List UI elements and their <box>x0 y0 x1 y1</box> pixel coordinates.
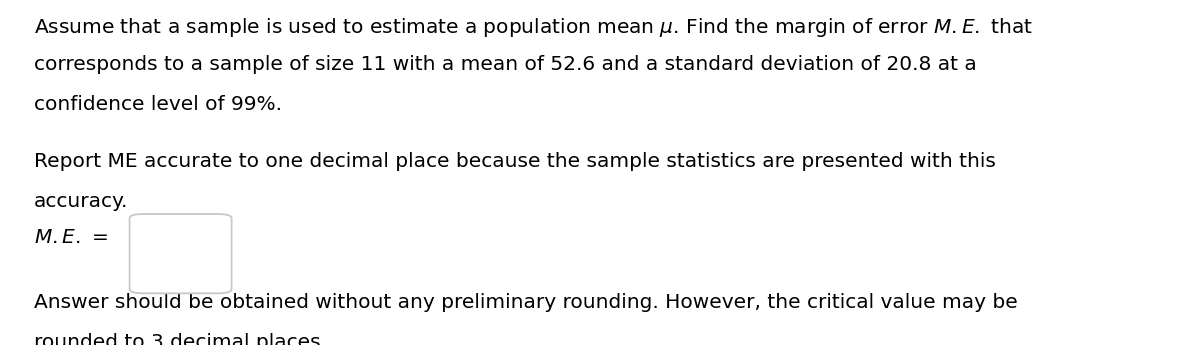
Text: accuracy.: accuracy. <box>34 192 128 211</box>
Text: Assume that a sample is used to estimate a population mean $\mu$. Find the margi: Assume that a sample is used to estimate… <box>34 16 1032 39</box>
Text: Report ME accurate to one decimal place because the sample statistics are presen: Report ME accurate to one decimal place … <box>34 152 996 171</box>
Text: Answer should be obtained without any preliminary rounding. However, the critica: Answer should be obtained without any pr… <box>34 293 1018 312</box>
Text: confidence level of 99%.: confidence level of 99%. <box>34 95 282 114</box>
Text: corresponds to a sample of size 11 with a mean of 52.6 and a standard deviation : corresponds to a sample of size 11 with … <box>34 55 977 74</box>
Text: rounded to 3 decimal places.: rounded to 3 decimal places. <box>34 333 326 345</box>
Text: $\mathit{M.E.}$ =: $\mathit{M.E.}$ = <box>34 228 108 247</box>
